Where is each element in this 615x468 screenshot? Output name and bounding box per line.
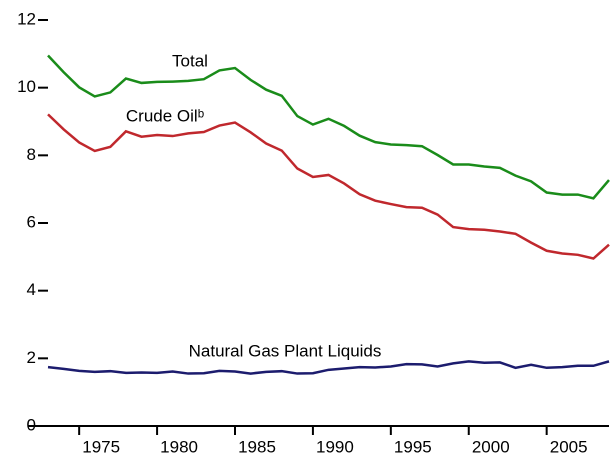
- y-tick-label: 12: [17, 9, 36, 28]
- series-line: [47, 113, 610, 260]
- y-tick-label: 0: [27, 415, 36, 434]
- x-tick-label: 1980: [160, 437, 198, 456]
- x-tick-label: 1985: [238, 437, 276, 456]
- y-tick-label: 4: [27, 280, 36, 299]
- y-tick-label: 10: [17, 77, 36, 96]
- x-tick-label: 1995: [394, 437, 432, 456]
- x-tick-label: 1990: [316, 437, 354, 456]
- series-label: Total: [172, 51, 208, 70]
- x-tick-label: 2005: [550, 437, 588, 456]
- series-line: [47, 360, 610, 375]
- x-tick-label: 2000: [472, 437, 510, 456]
- series-label: Natural Gas Plant Liquids: [189, 341, 382, 360]
- y-tick-label: 8: [27, 145, 36, 164]
- x-tick-label: 1975: [82, 437, 120, 456]
- series-line: [47, 54, 610, 200]
- y-tick-label: 2: [27, 348, 36, 367]
- series-label: Crude Oilᵇ: [126, 106, 204, 125]
- y-tick-label: 6: [27, 212, 36, 231]
